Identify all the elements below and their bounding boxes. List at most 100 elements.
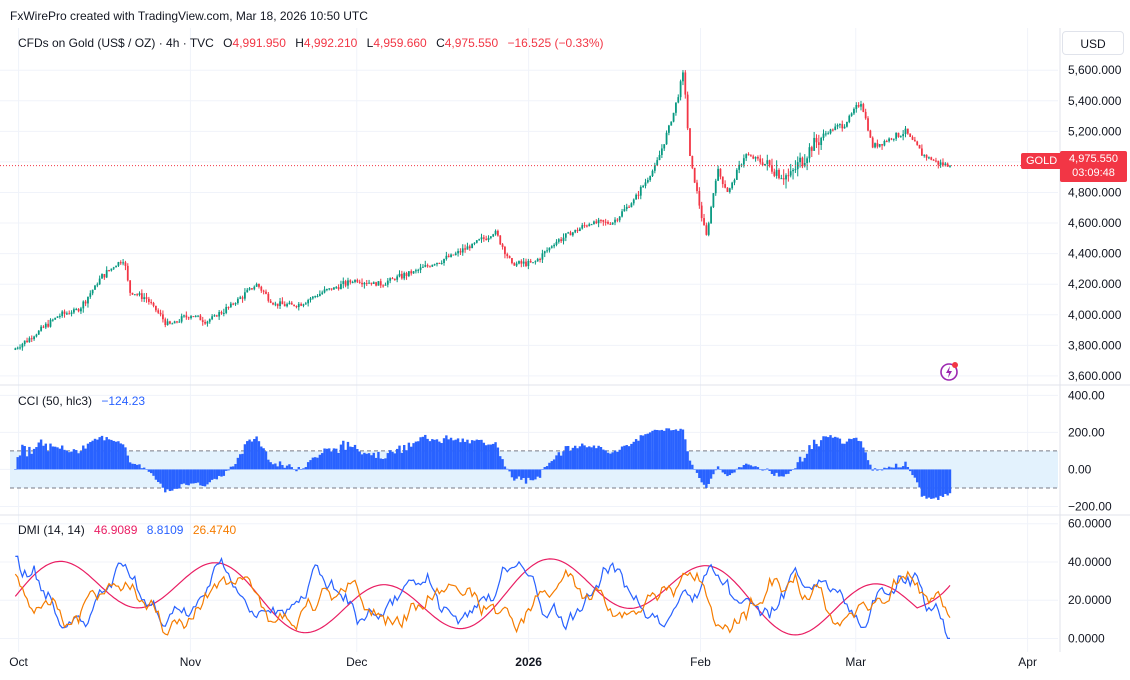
- candle-body: [496, 230, 499, 236]
- candle-body: [140, 293, 143, 299]
- cci-bar: [698, 469, 701, 479]
- cci-bar: [536, 469, 539, 477]
- cci-value: −124.23: [101, 394, 146, 408]
- cci-bar: [182, 469, 186, 484]
- cci-bar: [454, 439, 457, 470]
- candle-body: [550, 246, 553, 248]
- cci-bar: [131, 463, 134, 470]
- cci-bar: [250, 441, 254, 470]
- cci-bar: [107, 439, 111, 470]
- cci-bar: [880, 469, 884, 471]
- candle-body: [333, 287, 335, 290]
- candle-body: [288, 302, 291, 305]
- candle-body: [892, 138, 895, 140]
- pane-separators: [0, 28, 1130, 652]
- candle-body: [361, 282, 363, 285]
- y-tick-label: 20.0000: [1068, 593, 1112, 607]
- candle-body: [759, 158, 762, 163]
- candle-body: [899, 136, 902, 138]
- cci-bar: [360, 454, 364, 470]
- candle-body: [272, 302, 274, 305]
- flash-icon[interactable]: [939, 361, 959, 381]
- adx-value: 46.9089: [94, 523, 138, 537]
- cci-bar: [660, 429, 664, 470]
- cci-bar: [925, 469, 928, 499]
- candle-body: [764, 163, 766, 166]
- candle-body: [785, 175, 787, 180]
- candle-body: [593, 221, 595, 225]
- candle-body: [131, 292, 134, 295]
- cci-bar: [831, 437, 835, 470]
- candle-body: [80, 308, 82, 312]
- candle-body: [499, 235, 502, 245]
- candle-body: [611, 222, 614, 225]
- cci-bar: [419, 437, 422, 470]
- candle-body: [771, 165, 773, 172]
- candle-body: [157, 310, 160, 313]
- open-label: O: [223, 36, 233, 50]
- candle-body: [258, 283, 260, 287]
- candle-body: [37, 330, 40, 335]
- candle-body: [197, 315, 199, 317]
- x-tick-label: 2026: [515, 655, 542, 669]
- candle-body: [239, 297, 242, 299]
- candle-body: [407, 271, 410, 277]
- candle-body: [178, 321, 181, 323]
- cci-bar: [749, 465, 753, 470]
- cci-bar: [740, 467, 743, 470]
- cci-bar: [438, 441, 441, 470]
- candle-body: [693, 167, 696, 183]
- cci-bar: [304, 467, 308, 470]
- cci-bar: [723, 469, 727, 475]
- cci-bar: [606, 452, 610, 470]
- candle-body: [96, 284, 99, 286]
- candle-body: [885, 140, 888, 142]
- cci-bar: [150, 469, 153, 474]
- cci-bar: [213, 469, 216, 479]
- cci-bar: [89, 442, 92, 470]
- high-label: H: [295, 36, 304, 50]
- axes: Oct Nov Dec 2026 Feb Mar Apr 3,600.000 3,800.000…: [9, 63, 1122, 669]
- cci-bar: [330, 451, 333, 470]
- cci-bar: [782, 469, 785, 477]
- candle-body: [485, 238, 488, 240]
- cci-bar: [295, 469, 298, 472]
- y-tick-label: −200.00: [1068, 499, 1112, 513]
- cci-bar: [435, 439, 439, 470]
- candle-body: [56, 316, 59, 318]
- cci-bar: [51, 446, 55, 470]
- cci-bar: [30, 453, 33, 470]
- cci-bar: [686, 451, 689, 470]
- cci-bar: [871, 469, 874, 471]
- x-tick-label: Oct: [9, 655, 28, 669]
- cci-bar: [754, 466, 757, 470]
- cci-bar: [730, 469, 734, 474]
- cci-bar: [822, 436, 825, 470]
- candle-body: [21, 344, 24, 348]
- candle-body: [602, 220, 605, 222]
- candle-body: [14, 348, 17, 350]
- candle-body: [302, 304, 305, 306]
- cci-bar: [337, 452, 340, 470]
- candle-body: [616, 219, 619, 221]
- candle-body: [232, 303, 235, 305]
- candle-body: [199, 315, 202, 321]
- candle-body: [806, 158, 809, 164]
- candle-body: [691, 155, 694, 168]
- cci-bar: [763, 469, 767, 471]
- cci-bar: [302, 468, 305, 470]
- cci-bar: [285, 465, 289, 470]
- cci-bar: [18, 455, 22, 470]
- candle-body: [382, 285, 385, 287]
- candle-body: [813, 137, 816, 151]
- candle-body: [436, 262, 438, 265]
- currency-button[interactable]: USD: [1062, 31, 1124, 55]
- cci-bar: [581, 443, 584, 470]
- cci-bar: [780, 469, 783, 477]
- candle-body: [471, 243, 474, 249]
- candle-body: [909, 133, 912, 137]
- candle-body: [304, 303, 307, 305]
- candle-body: [269, 300, 272, 303]
- candle-body: [658, 154, 661, 161]
- candle-body: [571, 232, 574, 236]
